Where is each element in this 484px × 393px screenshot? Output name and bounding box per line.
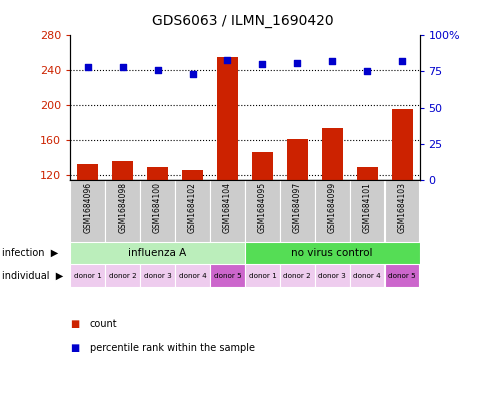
- Text: GSM1684096: GSM1684096: [83, 182, 92, 233]
- Bar: [244, 180, 279, 242]
- Bar: [70, 180, 105, 242]
- Text: GDS6063 / ILMN_1690420: GDS6063 / ILMN_1690420: [151, 14, 333, 28]
- Bar: [286, 140, 307, 180]
- Point: [293, 60, 301, 66]
- Point: [223, 57, 231, 63]
- Point: [363, 68, 370, 75]
- Point: [188, 71, 196, 77]
- Text: GSM1684101: GSM1684101: [362, 182, 371, 233]
- Bar: [349, 264, 384, 287]
- Text: GSM1684100: GSM1684100: [153, 182, 162, 233]
- Bar: [314, 180, 349, 242]
- Bar: [391, 109, 412, 180]
- Text: GSM1684103: GSM1684103: [397, 182, 406, 233]
- Text: GSM1684095: GSM1684095: [257, 182, 266, 233]
- Text: GSM1684097: GSM1684097: [292, 182, 301, 233]
- Bar: [244, 264, 279, 287]
- Bar: [112, 161, 133, 180]
- Text: individual  ▶: individual ▶: [2, 270, 63, 281]
- Bar: [140, 264, 175, 287]
- Bar: [321, 128, 342, 180]
- Text: percentile rank within the sample: percentile rank within the sample: [90, 343, 254, 353]
- Text: donor 1: donor 1: [248, 273, 276, 279]
- Text: donor 4: donor 4: [178, 273, 206, 279]
- Text: donor 2: donor 2: [283, 273, 311, 279]
- Point: [397, 58, 405, 64]
- Text: GSM1684099: GSM1684099: [327, 182, 336, 233]
- Text: donor 3: donor 3: [318, 273, 346, 279]
- Text: no virus control: no virus control: [291, 248, 372, 258]
- Text: donor 4: donor 4: [352, 273, 380, 279]
- Bar: [349, 180, 384, 242]
- Text: GSM1684104: GSM1684104: [223, 182, 231, 233]
- Bar: [210, 180, 244, 242]
- Text: donor 5: donor 5: [387, 273, 415, 279]
- Point: [258, 61, 266, 67]
- Bar: [182, 170, 203, 180]
- Bar: [314, 264, 349, 287]
- Bar: [147, 167, 168, 180]
- Bar: [175, 180, 210, 242]
- Bar: [279, 264, 314, 287]
- Point: [84, 64, 91, 70]
- Bar: [77, 164, 98, 180]
- Bar: [105, 180, 140, 242]
- Text: ■: ■: [70, 343, 79, 353]
- Point: [153, 67, 161, 73]
- Bar: [140, 180, 175, 242]
- Bar: [70, 264, 105, 287]
- Bar: [384, 180, 419, 242]
- Text: count: count: [90, 319, 117, 329]
- Bar: [210, 264, 244, 287]
- Bar: [251, 152, 272, 180]
- Point: [119, 64, 126, 70]
- Text: donor 2: donor 2: [108, 273, 136, 279]
- Text: influenza A: influenza A: [128, 248, 186, 258]
- Bar: [70, 242, 244, 264]
- Bar: [175, 264, 210, 287]
- Text: GSM1684102: GSM1684102: [188, 182, 197, 233]
- Text: infection  ▶: infection ▶: [2, 248, 59, 258]
- Bar: [279, 180, 314, 242]
- Text: GSM1684098: GSM1684098: [118, 182, 127, 233]
- Point: [328, 58, 335, 64]
- Text: donor 5: donor 5: [213, 273, 241, 279]
- Bar: [216, 57, 238, 180]
- Text: ■: ■: [70, 319, 79, 329]
- Bar: [244, 242, 419, 264]
- Bar: [384, 264, 419, 287]
- Bar: [105, 264, 140, 287]
- Text: donor 1: donor 1: [74, 273, 102, 279]
- Text: donor 3: donor 3: [143, 273, 171, 279]
- Bar: [356, 167, 377, 180]
